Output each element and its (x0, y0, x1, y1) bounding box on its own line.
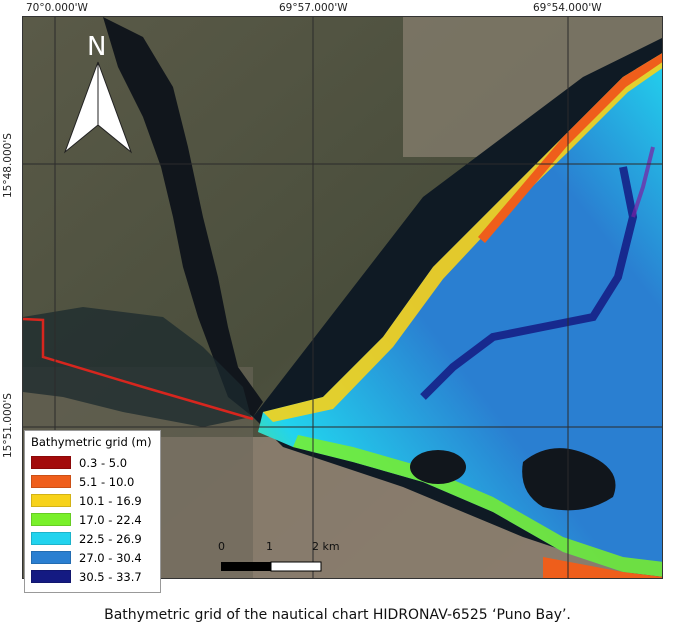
longitude-label-3: 69°54.000'W (533, 2, 602, 14)
latitude-label-2: 15°51.000'S (2, 393, 14, 458)
scale-label-1: 1 (266, 540, 273, 553)
scale-label-0: 0 (218, 540, 225, 553)
latitude-label-1: 15°48.000'S (2, 133, 14, 198)
legend-items: 0.3 - 5.0 5.1 - 10.0 10.1 - 16.9 17.0 - 22.… (31, 453, 156, 586)
legend-swatch (31, 475, 71, 488)
longitude-label-2: 69°57.000'W (279, 2, 348, 14)
legend-swatch (31, 456, 71, 469)
island-1 (410, 450, 466, 484)
legend-title: Bathymetric grid (m) (31, 435, 152, 449)
river-channel (103, 17, 263, 417)
legend-item: 27.0 - 30.4 (31, 548, 156, 567)
legend-swatch (31, 494, 71, 507)
legend-item: 17.0 - 22.4 (31, 510, 156, 529)
bathymetry-surface (258, 53, 662, 577)
legend-label: 22.5 - 26.9 (79, 531, 142, 546)
legend-swatch (31, 551, 71, 564)
deepest-channel (631, 146, 655, 218)
legend-item: 0.3 - 5.0 (31, 453, 156, 472)
south-shallow-band (293, 435, 662, 577)
south-shore-band (543, 557, 662, 578)
legend-item: 30.5 - 33.7 (31, 567, 156, 586)
legend-item: 10.1 - 16.9 (31, 491, 156, 510)
legend-label: 10.1 - 16.9 (79, 493, 142, 508)
wetland-water (23, 307, 251, 427)
legend: Bathymetric grid (m) 0.3 - 5.0 5.1 - 10.0… (24, 430, 161, 593)
legend-label: 17.0 - 22.4 (79, 512, 142, 527)
legend-label: 5.1 - 10.0 (79, 474, 135, 489)
north-arrow-label: N (87, 32, 106, 62)
legend-label: 0.3 - 5.0 (79, 455, 128, 470)
legend-item: 5.1 - 10.0 (31, 472, 156, 491)
legend-swatch (31, 532, 71, 545)
scale-label-2: 2 km (312, 540, 340, 553)
longitude-label-1: 70°0.000'W (26, 2, 88, 14)
shore-band (478, 53, 662, 243)
legend-label: 27.0 - 30.4 (79, 550, 142, 565)
legend-swatch (31, 513, 71, 526)
figure-caption: Bathymetric grid of the nautical chart H… (104, 607, 571, 623)
navigation-track (23, 317, 254, 421)
legend-label: 30.5 - 33.7 (79, 569, 142, 584)
legend-swatch (31, 570, 71, 583)
scale-bar (221, 561, 322, 572)
island-2 (522, 448, 616, 511)
legend-item: 22.5 - 26.9 (31, 529, 156, 548)
north-arrow-icon (63, 61, 133, 154)
